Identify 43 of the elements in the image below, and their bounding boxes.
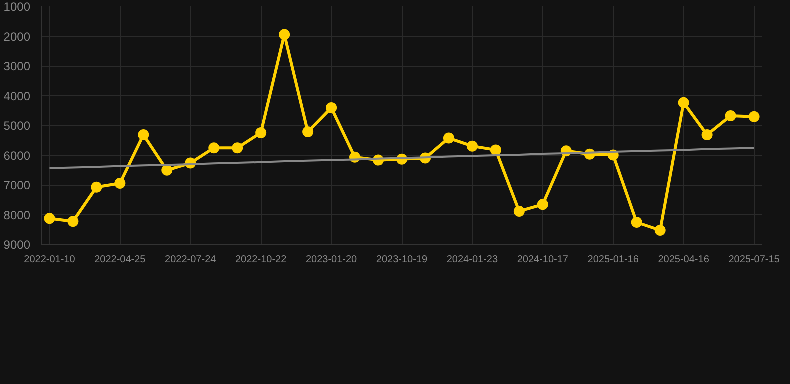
point — [514, 206, 525, 217]
x-tick-label: 2022-07-24 — [165, 254, 217, 266]
y-tick-label: 6000 — [4, 148, 31, 163]
x-tick-label: 2025-07-15 — [728, 254, 780, 266]
point — [443, 132, 454, 144]
y-tick-label: 9000 — [4, 238, 31, 252]
x-tick-label: 2022-10-22 — [236, 254, 288, 266]
x-tick-label: 2022-01-10 — [24, 254, 76, 266]
point — [302, 126, 314, 138]
point — [537, 199, 548, 210]
point — [702, 130, 713, 141]
point — [114, 178, 126, 190]
y-tick-label: 7000 — [4, 178, 31, 192]
point — [138, 130, 150, 141]
y-tick-label: 5000 — [4, 119, 31, 133]
x-tick-label: 2023-10-19 — [376, 254, 428, 266]
x-tick-label: 2022-04-25 — [94, 254, 146, 266]
x-tick-label: 2025-04-16 — [658, 254, 710, 266]
x-tick-label: 2024-01-23 — [446, 254, 498, 266]
point — [208, 142, 220, 154]
y-tick-label: 2000 — [4, 30, 31, 44]
point — [466, 140, 478, 152]
y-tick-label: 1000 — [4, 0, 31, 14]
x-tick-label: 2024-10-17 — [517, 254, 569, 266]
point — [68, 216, 79, 228]
point — [162, 164, 173, 176]
y-tick-label: 8000 — [4, 208, 31, 222]
x-tick-label: 2023-01-20 — [306, 254, 358, 266]
point — [490, 144, 502, 156]
point — [91, 182, 102, 193]
y-tick-label: 4000 — [4, 89, 31, 104]
point — [44, 213, 56, 224]
x-tick-label: 2025-01-16 — [588, 254, 640, 266]
point — [631, 216, 642, 228]
y-tick-label: 3000 — [4, 60, 31, 74]
point — [279, 29, 290, 40]
point — [654, 225, 666, 236]
point — [256, 127, 267, 138]
point — [678, 97, 690, 108]
point — [326, 102, 338, 114]
point — [232, 142, 244, 154]
point — [725, 110, 736, 122]
point — [748, 111, 760, 122]
